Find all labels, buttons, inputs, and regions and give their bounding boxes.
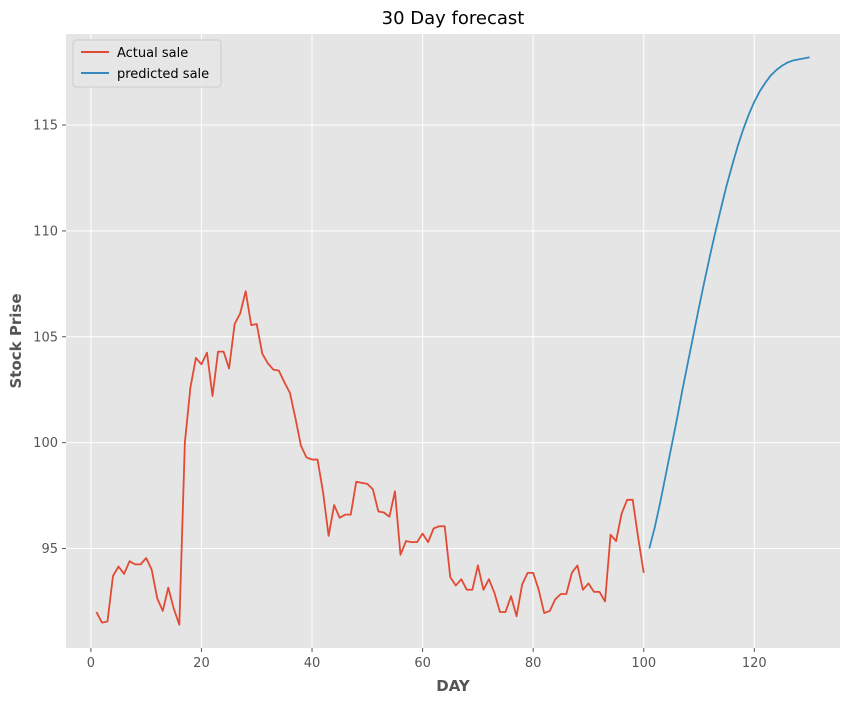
y-tick-label: 105	[33, 330, 58, 345]
x-tick-label: 60	[414, 656, 431, 671]
series-layer	[95, 56, 810, 626]
x-tick-label: 40	[304, 656, 321, 671]
plot-background	[66, 34, 840, 648]
y-axis-title: Stock Prise	[7, 293, 25, 388]
x-tick-label: 0	[87, 656, 95, 671]
x-tick-label: 20	[193, 656, 210, 671]
y-axis-ticks: 95 100 105 110 115	[33, 119, 66, 557]
legend: Actual sale predicted sale	[72, 39, 222, 88]
x-tick-label: 120	[742, 656, 767, 671]
series-line-predicted-sale	[648, 56, 810, 549]
legend-box	[72, 39, 222, 88]
y-tick-label: 110	[33, 224, 58, 239]
series-line-actual-sale	[95, 290, 645, 626]
x-tick-label: 80	[525, 656, 542, 671]
x-tick-label: 100	[631, 656, 656, 671]
legend-label-predicted-sale: predicted sale	[117, 67, 209, 82]
y-tick-label: 100	[33, 436, 58, 451]
grid-lines	[66, 34, 840, 648]
x-axis-ticks: 0 20 40 60 80 100 120	[87, 648, 767, 671]
chart-title: 30 Day forecast	[382, 8, 525, 29]
y-tick-label: 95	[41, 542, 58, 557]
x-axis-title: DAY	[436, 677, 471, 695]
y-tick-label: 115	[33, 119, 58, 134]
legend-label-actual-sale: Actual sale	[117, 46, 188, 61]
